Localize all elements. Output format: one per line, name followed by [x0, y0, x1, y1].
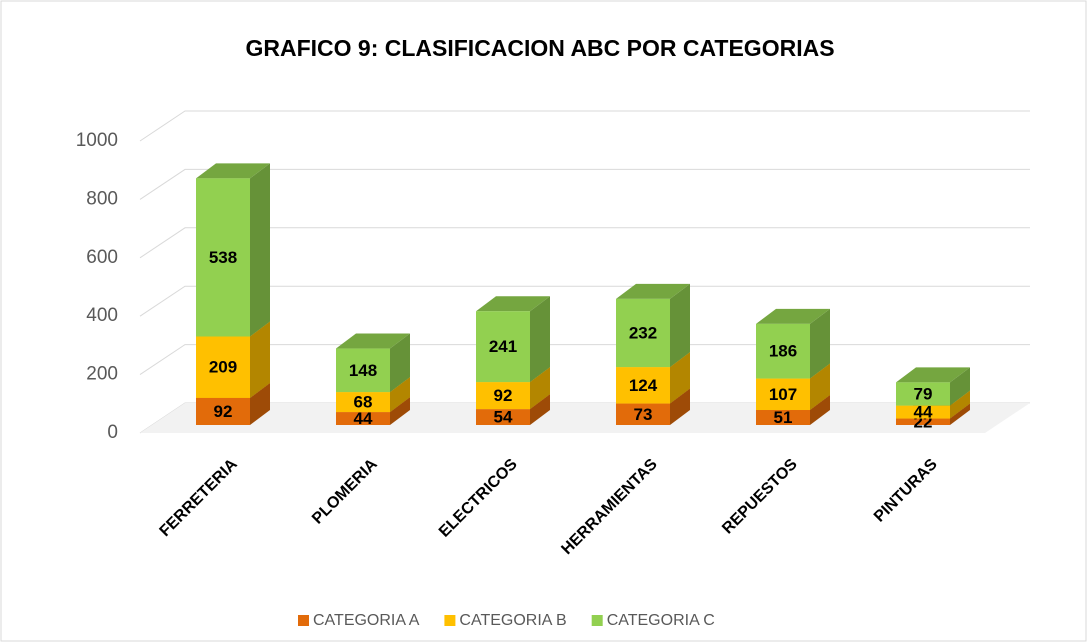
y-tick-label: 1000: [76, 130, 118, 151]
bar-front: [196, 397, 250, 425]
chart-title: GRAFICO 9: CLASIFICACION ABC POR CATEGOR…: [245, 35, 834, 61]
bar-front: [896, 418, 950, 425]
value-label: 186: [769, 342, 797, 361]
value-label: 68: [354, 393, 373, 412]
value-label: 92: [494, 386, 513, 405]
bar-front: [896, 382, 950, 406]
bar-top: [336, 333, 410, 349]
bar-front: [616, 367, 670, 404]
value-label: 124: [629, 376, 658, 395]
value-label: 44: [354, 409, 373, 428]
value-label: 73: [634, 405, 653, 424]
bar-top: [896, 367, 970, 383]
y-tick-label: 200: [86, 364, 118, 385]
bar-top: [616, 283, 690, 299]
value-label: 241: [489, 337, 517, 356]
bar-side: [670, 283, 690, 368]
bar-top: [196, 163, 270, 179]
grid-line: [139, 344, 1030, 376]
bar-segment: [896, 367, 970, 406]
grid-line: [139, 168, 1030, 200]
y-tick-label: 0: [107, 422, 118, 443]
value-label: 79: [914, 384, 933, 403]
bar-side: [950, 403, 970, 425]
value-label: 54: [494, 408, 513, 427]
value-label: 148: [349, 361, 377, 380]
bar-side: [530, 296, 550, 383]
bar-front: [336, 412, 390, 425]
bar-front: [196, 336, 250, 398]
legend-swatch: [591, 615, 603, 626]
bar-side: [530, 367, 550, 410]
bar-segment: [616, 283, 690, 368]
value-label: 232: [629, 323, 657, 342]
legend-swatch: [298, 615, 309, 626]
bar-side: [670, 388, 690, 425]
bar-top: [756, 308, 830, 324]
bar-front: [476, 409, 530, 425]
bar-front: [476, 382, 530, 410]
bar-segment: [196, 163, 270, 337]
value-label: 92: [214, 402, 233, 421]
value-label: 538: [209, 248, 237, 267]
bar-side: [530, 394, 550, 425]
bar-side: [390, 377, 410, 413]
bar-side: [250, 163, 270, 337]
bar-front: [756, 378, 810, 411]
bar-segment: [336, 333, 410, 393]
legend-label: CATEGORIA C: [607, 612, 715, 629]
bar-front: [196, 178, 250, 337]
bar-side: [250, 321, 270, 398]
bar-front: [476, 311, 530, 383]
value-label: 51: [774, 408, 793, 427]
bar-side: [810, 308, 830, 379]
grid-line: [139, 285, 1030, 317]
bar-front: [756, 323, 810, 379]
value-label: 44: [914, 403, 933, 422]
bar-side: [390, 397, 410, 425]
bar-side: [950, 390, 970, 419]
bar-side: [810, 363, 830, 411]
legend-label: CATEGORIA B: [459, 612, 566, 629]
legend-swatch: [444, 615, 456, 626]
bar-front: [616, 298, 670, 368]
y-tick-label: 600: [86, 247, 118, 268]
bar-segment: [756, 308, 830, 379]
bar-front: [756, 410, 810, 425]
legend-label: CATEGORIA A: [313, 612, 420, 629]
bar-front: [616, 403, 670, 425]
bar-front: [336, 392, 390, 413]
grid-line: [139, 227, 1030, 259]
bar-front: [896, 405, 950, 419]
bar-side: [810, 395, 830, 425]
y-tick-label: 400: [86, 305, 118, 326]
bar-segment: [476, 296, 550, 383]
value-label: 209: [209, 358, 237, 377]
grid-line: [139, 110, 1030, 142]
bar-side: [250, 382, 270, 425]
bar-side: [670, 352, 690, 404]
bar-front: [336, 348, 390, 393]
bar-side: [390, 333, 410, 393]
bar-side: [950, 367, 970, 406]
y-tick-label: 800: [86, 188, 118, 209]
value-label: 107: [769, 385, 797, 404]
bar-top: [476, 296, 550, 312]
